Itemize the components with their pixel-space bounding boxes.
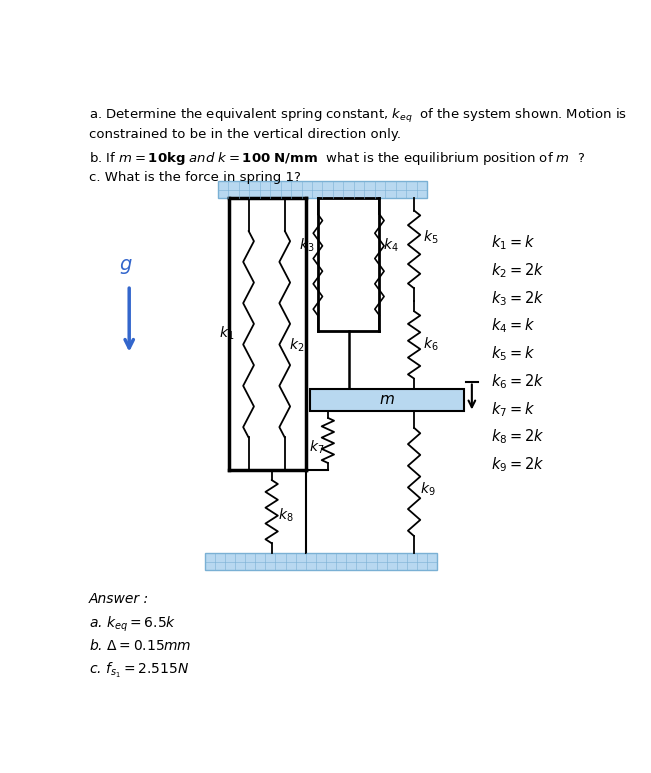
Text: $m$: $m$ [380,393,395,407]
Bar [310,390,464,410]
Text: $k_5$: $k_5$ [423,229,439,247]
Text: $k_8 = 2k$: $k_8 = 2k$ [491,427,545,446]
Text: c. What is the force in spring 1?: c. What is the force in spring 1? [89,172,301,184]
Text: $k_2$: $k_2$ [288,336,304,354]
Text: b. $\Delta = 0.15mm$: b. $\Delta = 0.15mm$ [89,638,191,653]
Text: $k_9 = 2k$: $k_9 = 2k$ [491,455,545,474]
Text: Answer :: Answer : [89,591,149,606]
Text: b. If $m = \mathbf{10kg}$ $\mathit{and}$ $k = \mathbf{100}$ $\mathbf{N/mm}$  wha: b. If $m = \mathbf{10kg}$ $\mathit{and}$… [89,150,585,167]
Text: $k_3$: $k_3$ [299,237,314,254]
Text: a. $k_{eq} = 6.5k$: a. $k_{eq} = 6.5k$ [89,615,176,634]
Text: $k_6$: $k_6$ [423,335,439,353]
Text: $k_8$: $k_8$ [278,507,294,524]
Bar [217,182,427,198]
Text: c. $f_{s_1} = 2.515N$: c. $f_{s_1} = 2.515N$ [89,661,189,680]
Bar [204,553,437,570]
Text: a. Determine the equivalent spring constant, $k_{eq}$  of the system shown. Moti: a. Determine the equivalent spring const… [89,107,627,124]
Text: $k_6 = 2k$: $k_6 = 2k$ [491,372,545,391]
Text: $k_3 = 2k$: $k_3 = 2k$ [491,289,545,308]
Text: $k_7$: $k_7$ [309,439,324,456]
Text: $k_1 = k$: $k_1 = k$ [491,233,535,252]
Text: $k_4$: $k_4$ [383,237,399,254]
Text: $k_7 = k$: $k_7 = k$ [491,400,535,419]
Text: $k_9$: $k_9$ [421,481,436,498]
Text: $k_2 = 2k$: $k_2 = 2k$ [491,261,545,280]
Text: constrained to be in the vertical direction only.: constrained to be in the vertical direct… [89,128,401,141]
Text: $k_1$: $k_1$ [219,325,235,342]
Text: $g$: $g$ [118,257,132,276]
Text: $k_5 = k$: $k_5 = k$ [491,345,535,363]
Text: $k_4 = k$: $k_4 = k$ [491,317,535,335]
Text: $\Delta$: $\Delta$ [450,389,463,405]
